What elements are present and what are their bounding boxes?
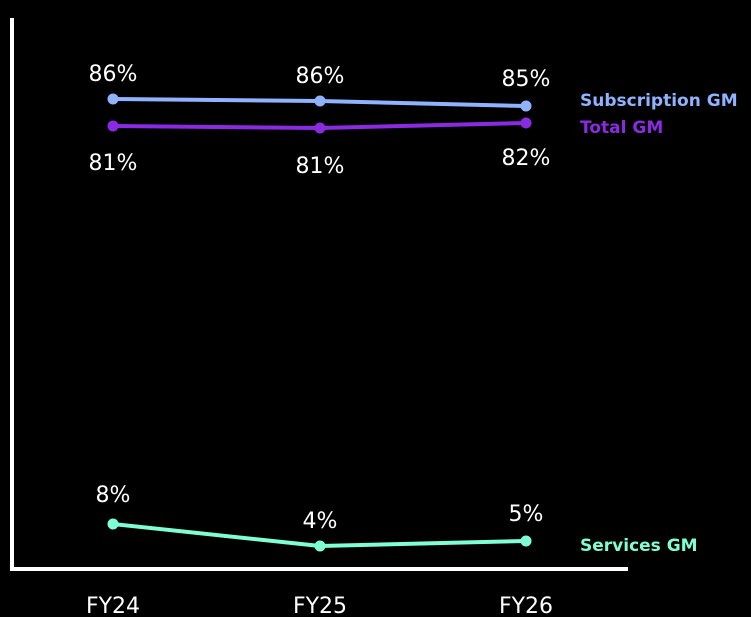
subscription-data-point — [314, 95, 326, 107]
total-data-point — [314, 122, 326, 134]
x-tick-label: FY26 — [499, 594, 553, 617]
services-data-label: 4% — [303, 509, 338, 534]
subscription-data-label: 85% — [502, 67, 551, 92]
subscription-data-label: 86% — [296, 64, 345, 89]
x-tick-label: FY25 — [293, 594, 347, 617]
x-tick-label: FY24 — [86, 594, 140, 617]
services-data-point — [107, 518, 119, 530]
total-legend-label: Total GM — [580, 118, 663, 138]
subscription-data-point — [520, 100, 532, 112]
total-data-point — [107, 120, 119, 132]
services-data-label: 8% — [96, 483, 131, 508]
services-legend-label: Services GM — [580, 536, 698, 556]
total-data-label: 82% — [502, 146, 551, 171]
data-label-layer: 86% 86% 85% 81% 81% 82% 8% 4% 5% — [89, 62, 551, 534]
services-data-label: 5% — [509, 502, 544, 527]
total-data-label: 81% — [296, 154, 345, 179]
tick-label-layer: FY24 FY25 FY26 — [86, 594, 553, 617]
subscription-data-label: 86% — [89, 62, 138, 87]
total-data-point — [520, 117, 532, 129]
legend-layer: Subscription GM Total GM Services GM — [580, 91, 738, 556]
subscription-data-point — [107, 93, 119, 105]
services-data-point — [314, 540, 326, 552]
total-data-label: 81% — [89, 151, 138, 176]
services-data-point — [520, 535, 532, 547]
subscription-legend-label: Subscription GM — [580, 91, 738, 111]
series-layer — [107, 93, 532, 552]
